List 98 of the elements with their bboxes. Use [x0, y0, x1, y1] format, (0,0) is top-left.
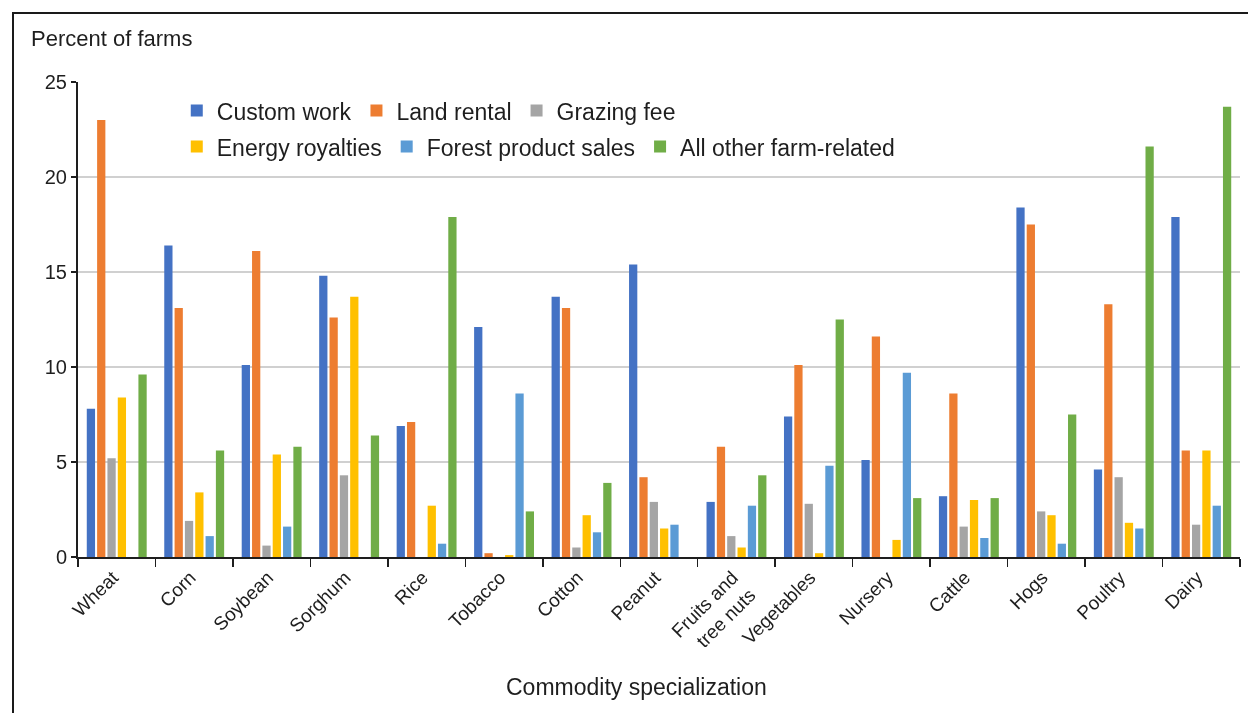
bar [592, 532, 602, 557]
bar [97, 120, 106, 557]
bar [1135, 528, 1144, 557]
bar [660, 528, 669, 557]
bar [1016, 207, 1025, 557]
bar [448, 216, 457, 557]
bar [406, 422, 416, 557]
bar [629, 264, 638, 557]
bar [551, 296, 560, 557]
bar [215, 450, 225, 557]
bar [1037, 511, 1046, 557]
bar [184, 520, 194, 557]
bar [670, 524, 679, 557]
bar [262, 545, 271, 557]
bar [913, 498, 922, 557]
bar [1057, 543, 1066, 557]
bar [1222, 106, 1232, 557]
bar [758, 475, 767, 557]
bar [164, 245, 173, 557]
bar [969, 500, 979, 557]
bar [1181, 450, 1190, 557]
bar [1093, 469, 1103, 557]
bar [86, 408, 96, 557]
bar [871, 336, 881, 557]
bar [1171, 216, 1180, 557]
bar [727, 536, 736, 557]
bar [350, 296, 359, 557]
bar [319, 275, 328, 557]
bar [1124, 522, 1134, 557]
bar [1191, 524, 1201, 557]
bar [515, 393, 524, 557]
bar [737, 547, 746, 557]
bar [716, 446, 726, 557]
y-tick-label: 20 [44, 166, 67, 188]
bar [783, 416, 793, 557]
bar [474, 327, 483, 557]
bar [938, 496, 948, 557]
bar [603, 482, 612, 557]
bar [107, 458, 116, 557]
bar [525, 511, 535, 557]
bar [396, 425, 405, 557]
y-tick-label: 25 [44, 71, 67, 93]
bar [794, 365, 803, 557]
bar [283, 526, 292, 557]
bar [1068, 414, 1077, 557]
y-tick-label: 5 [55, 451, 67, 473]
bar [835, 319, 844, 557]
bar [959, 526, 968, 557]
bar [195, 492, 204, 557]
bar [706, 501, 715, 557]
bar [1026, 224, 1035, 557]
bar [861, 460, 870, 557]
bar [437, 543, 447, 557]
y-tick-label: 15 [44, 261, 67, 283]
bar [561, 308, 571, 557]
y-tick-label: 10 [44, 356, 67, 378]
bar [329, 317, 338, 557]
x-axis-title: Commodity specialization [506, 674, 767, 700]
bar [272, 454, 281, 557]
bar [949, 393, 958, 557]
bar [990, 498, 999, 557]
legend-label: Land rental [396, 98, 512, 125]
legend-label: Energy royalties [216, 134, 382, 161]
bar [572, 547, 581, 557]
bar [339, 475, 349, 557]
bar [252, 251, 261, 557]
y-tick-label: 0 [55, 546, 67, 568]
bar [747, 505, 757, 557]
bar [814, 553, 824, 557]
y-axis-title: Percent of farms [31, 26, 193, 51]
bar [582, 515, 591, 557]
bar [427, 505, 436, 557]
bar [1104, 304, 1113, 557]
bar [825, 465, 834, 557]
bar [892, 539, 901, 557]
legend-label: Grazing fee [556, 98, 676, 125]
bar [138, 374, 147, 557]
bar [1114, 477, 1123, 557]
bar [117, 397, 127, 557]
bar [1145, 146, 1154, 557]
bar [1047, 515, 1056, 557]
legend-label: Forest product sales [426, 134, 636, 161]
bar [205, 536, 214, 557]
bar [639, 477, 648, 557]
bar [484, 553, 493, 557]
legend-label: Custom work [216, 98, 352, 125]
bar [980, 538, 989, 557]
bar [174, 308, 183, 557]
bar [293, 446, 302, 557]
legend-label: All other farm-related [680, 134, 895, 161]
bar [649, 501, 658, 557]
bar [1202, 450, 1211, 557]
bar [1212, 505, 1221, 557]
bar [241, 365, 250, 557]
bar [370, 435, 380, 557]
bar [902, 372, 912, 557]
x-tick-label: Rice [390, 567, 433, 609]
bar [804, 503, 813, 557]
